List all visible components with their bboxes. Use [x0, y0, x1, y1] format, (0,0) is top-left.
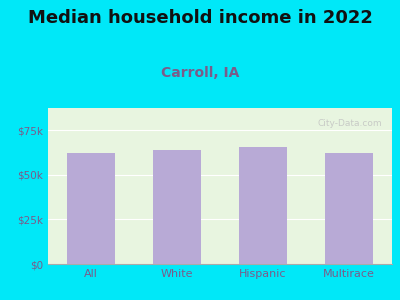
- Text: Median household income in 2022: Median household income in 2022: [28, 9, 372, 27]
- Bar: [239, 147, 287, 264]
- Bar: [153, 150, 201, 264]
- Bar: [67, 154, 115, 264]
- Text: Carroll, IA: Carroll, IA: [161, 66, 239, 80]
- Bar: [325, 153, 373, 264]
- Text: City-Data.com: City-Data.com: [317, 119, 382, 128]
